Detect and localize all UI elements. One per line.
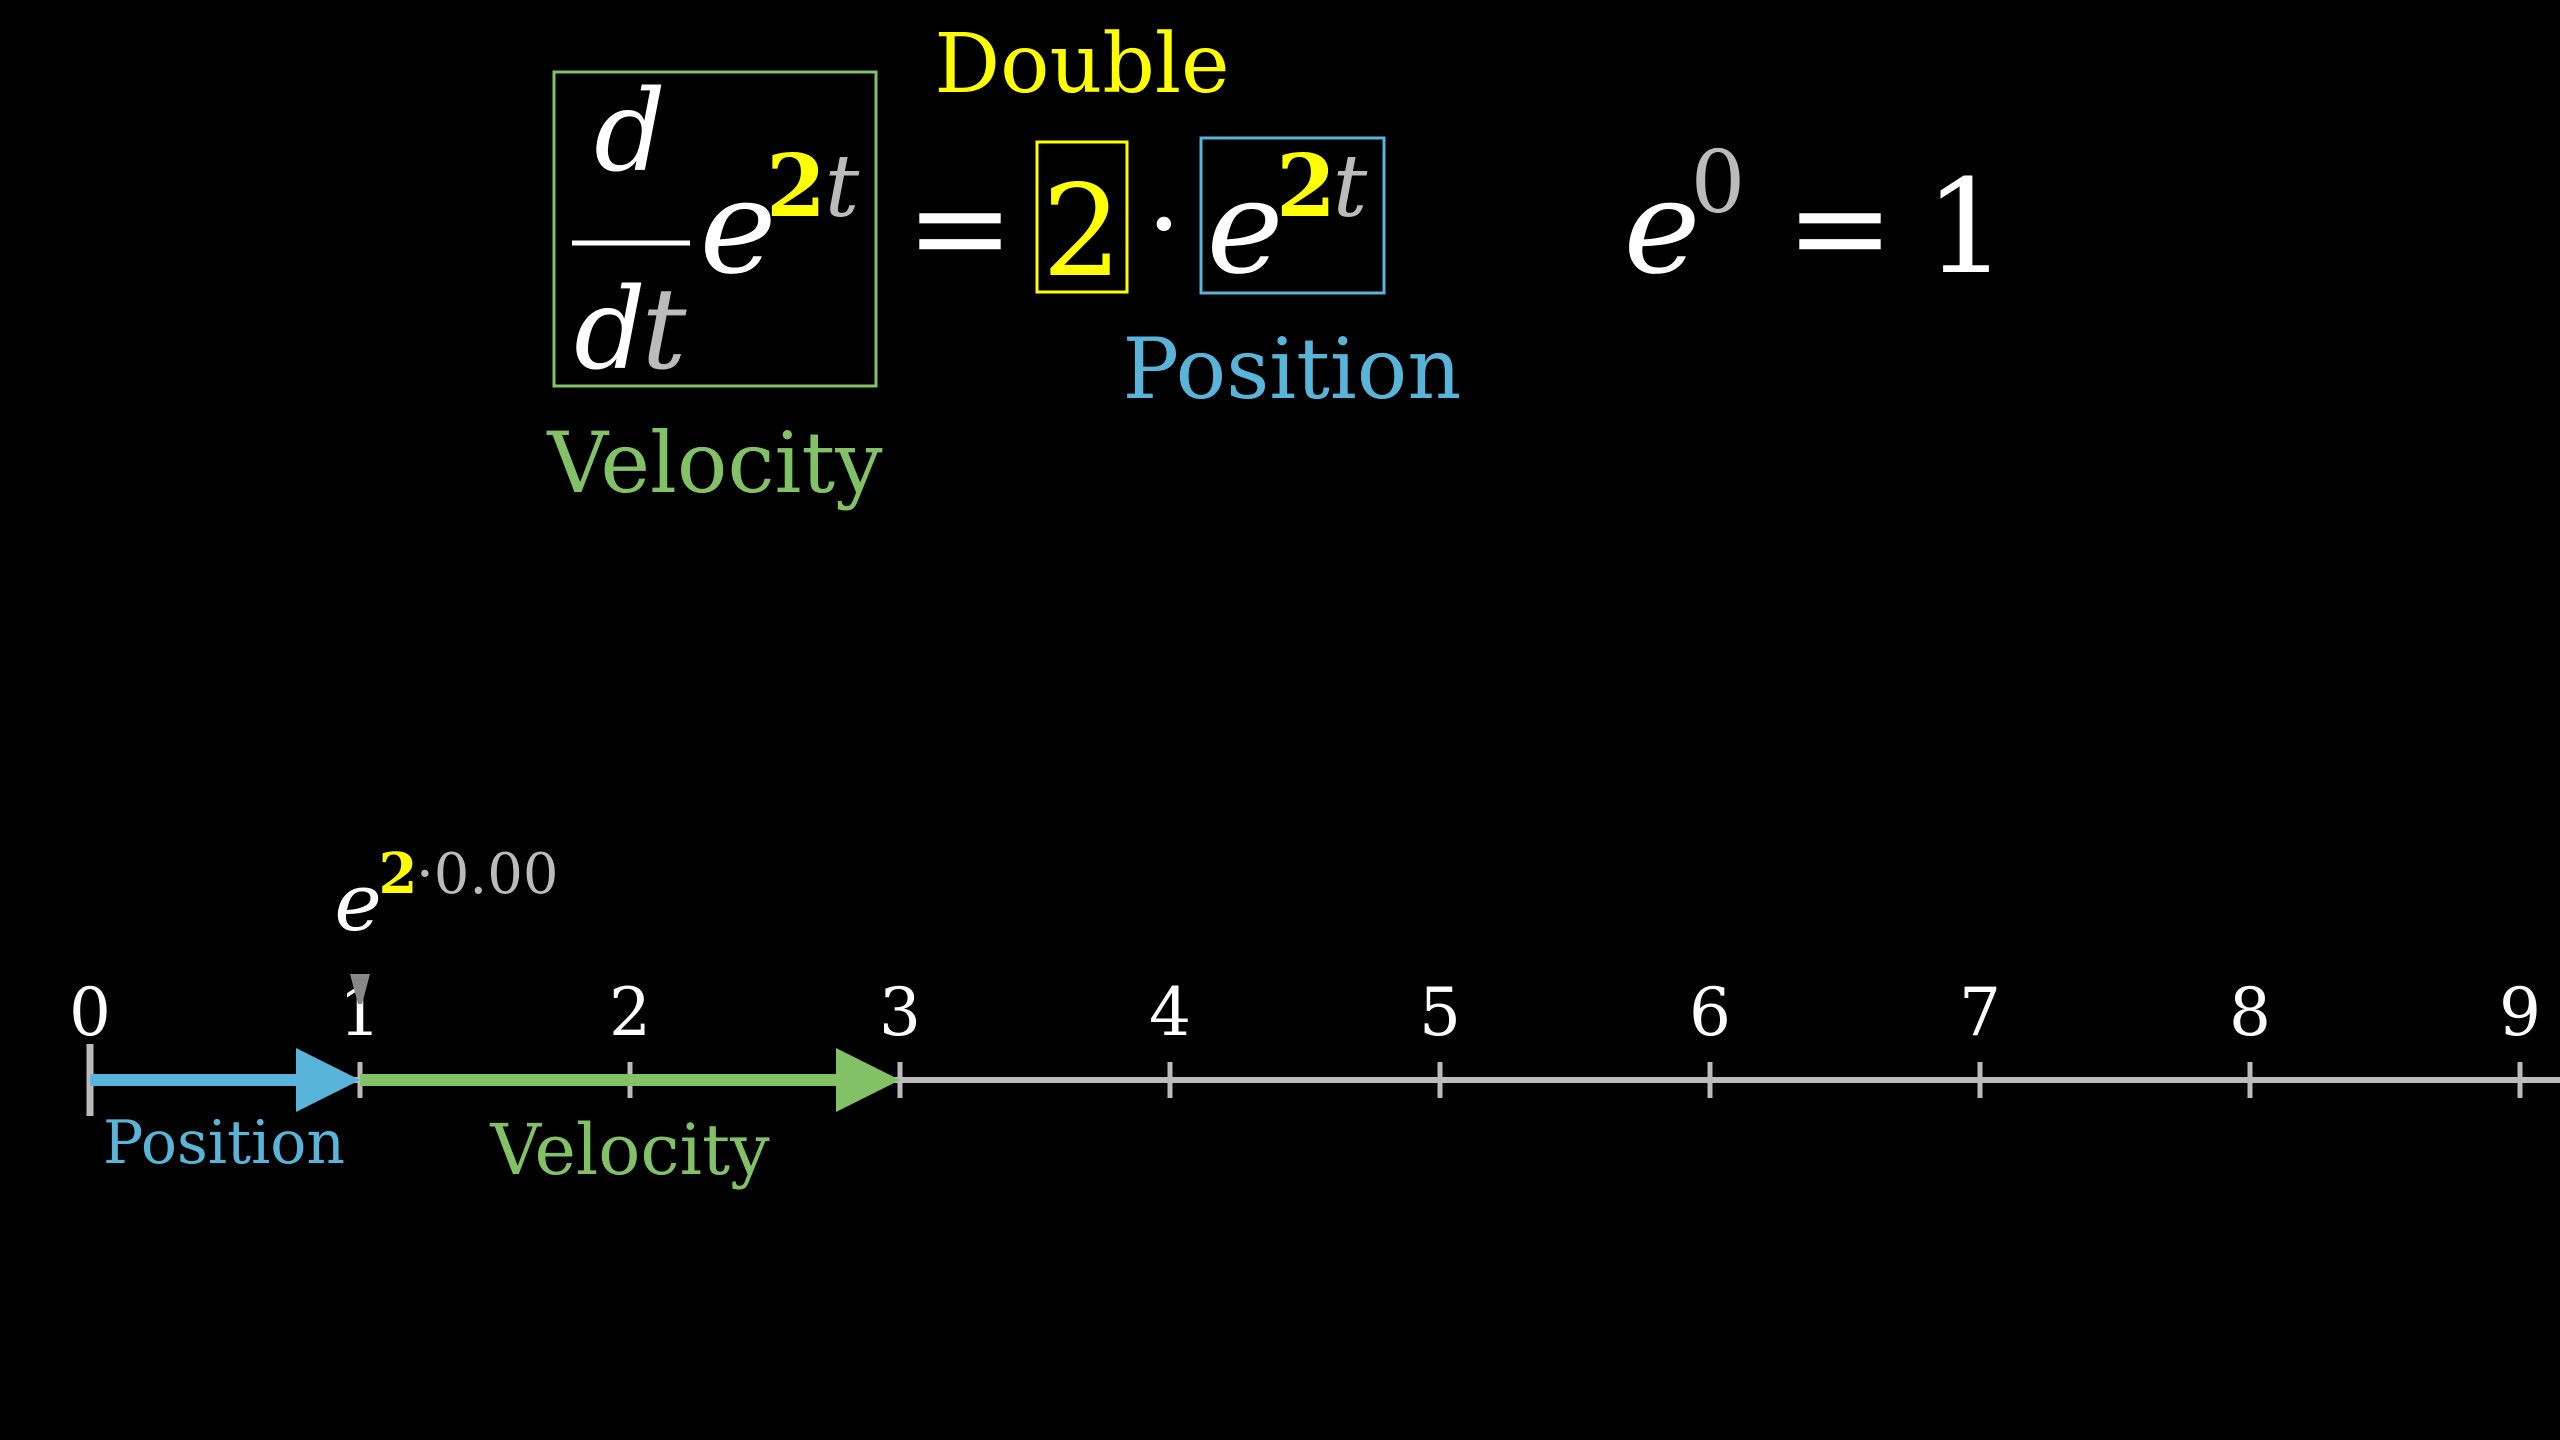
position-marker: [350, 974, 370, 1004]
vector-group: [90, 1048, 900, 1112]
double-label: Double: [934, 17, 1229, 112]
tick-label-5: 5: [1419, 974, 1461, 1051]
velocity-vector: [360, 1048, 900, 1112]
position-box: [1199, 136, 1386, 295]
exp-base-left: e: [700, 151, 777, 303]
position-vector: [90, 1048, 360, 1112]
velocity-box: [552, 70, 878, 388]
tick-label-0: 0: [69, 974, 111, 1051]
identity-exponent: 0: [1691, 133, 1746, 233]
initial-condition: e 0 = 1: [1624, 133, 2008, 303]
tick-label-2: 2: [609, 974, 651, 1051]
tick-label-7: 7: [1959, 974, 2001, 1051]
multiply-dot: ·: [1147, 160, 1182, 288]
tick-label-8: 8: [2229, 974, 2271, 1051]
tick-label-3: 3: [879, 974, 921, 1051]
position-vector-label: Position: [103, 1108, 345, 1178]
identity-value: 1: [1925, 151, 2008, 303]
exp-var-left: t: [825, 137, 860, 237]
derivative-denominator-d: d: [574, 265, 646, 395]
marker-base: e: [334, 856, 381, 949]
identity-equals: =: [1786, 151, 1895, 303]
double-box: [1035, 140, 1129, 294]
exp-coef-right: 2: [1276, 136, 1336, 237]
exp-var-right: t: [1333, 137, 1368, 237]
exp-base-right: e: [1207, 151, 1284, 303]
velocity-label-top: Velocity: [546, 414, 883, 512]
derivative-denominator-t: t: [641, 265, 687, 395]
position-label-top: Position: [1123, 320, 1462, 418]
derivative-numerator: d: [594, 67, 666, 197]
exp-coef-left: 2: [766, 136, 826, 237]
marker-time: ·0.00: [416, 842, 559, 907]
factor-two: 2: [1042, 158, 1122, 305]
tick-label-4: 4: [1149, 974, 1191, 1051]
equals-sign: =: [906, 151, 1015, 303]
tick-label-9: 9: [2499, 974, 2541, 1051]
tick-label-6: 6: [1689, 974, 1731, 1051]
identity-base: e: [1624, 151, 1701, 303]
position-vector-head: [296, 1048, 360, 1112]
marker-coef: 2: [379, 841, 418, 907]
velocity-vector-label: Velocity: [489, 1109, 770, 1191]
velocity-vector-head: [836, 1048, 900, 1112]
derivative-equation: d d t e 2 t = Double 2 · e 2 t Position …: [546, 17, 1461, 512]
